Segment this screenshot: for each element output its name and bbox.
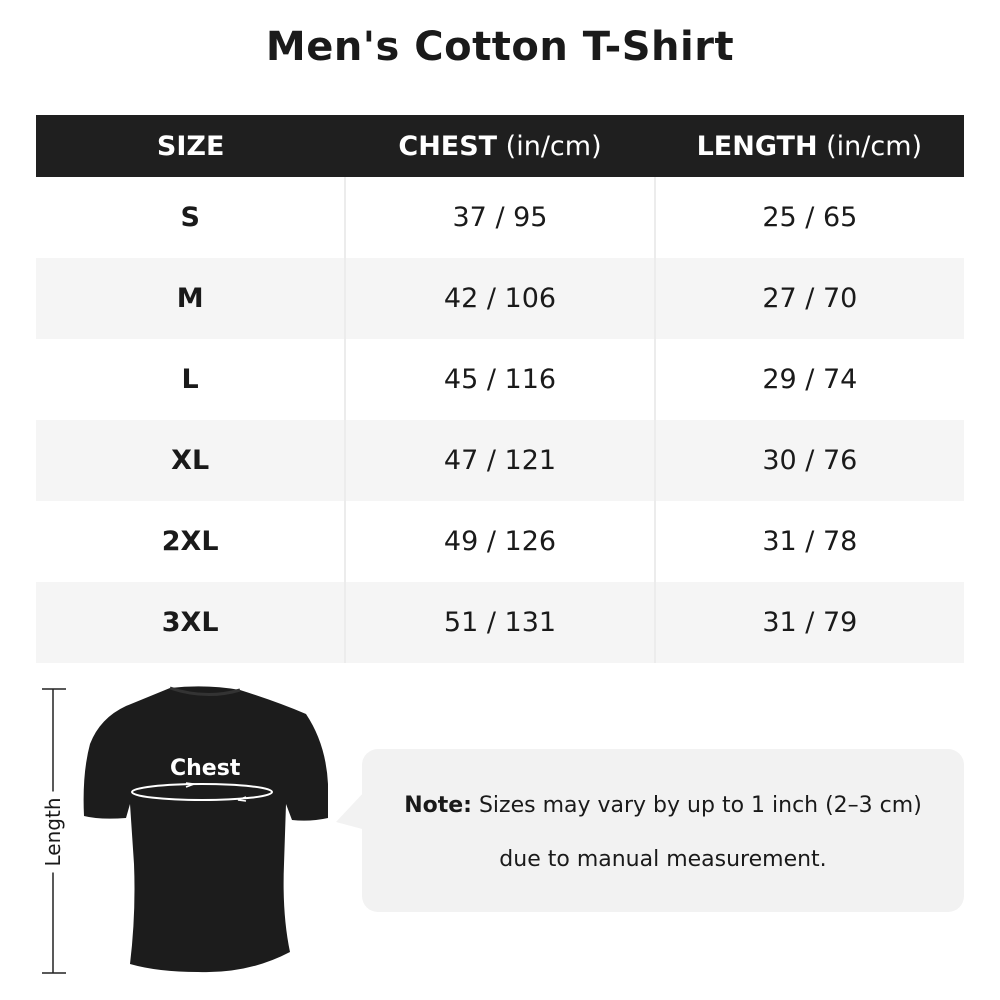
note-bubble: Note: Sizes may vary by up to 1 inch (2–… <box>362 749 964 912</box>
cell-chest: 49 / 126 <box>344 501 655 582</box>
cell-length: 29 / 74 <box>653 339 964 420</box>
header-size: SIZE <box>36 115 346 177</box>
header-length: LENGTH (in/cm) <box>654 115 964 177</box>
length-label: Length <box>41 791 65 873</box>
cell-size: XL <box>36 420 346 501</box>
cell-size: 3XL <box>36 582 346 663</box>
size-chart-table: SIZE CHEST (in/cm) LENGTH (in/cm) S 37 / … <box>36 115 964 663</box>
cell-size: 2XL <box>161 526 219 557</box>
header-chest: CHEST (in/cm) <box>345 115 655 177</box>
note-line-1: Note: Sizes may vary by up to 1 inch (2–… <box>404 793 922 818</box>
cell-size: M <box>36 258 346 339</box>
page-title: Men's Cotton T-Shirt <box>265 24 735 70</box>
cell-length: 25 / 65 <box>653 177 964 258</box>
table-row: XL 47 / 121 30 / 76 <box>36 420 964 501</box>
cell-chest: 37 / 95 <box>344 177 655 258</box>
cell-length: 31 / 79 <box>653 582 964 663</box>
cell-length: 31 / 78 <box>653 501 964 582</box>
cell-length: 30 / 76 <box>653 420 964 501</box>
cell-size: S <box>180 202 200 233</box>
cell-chest: 45 / 116 <box>344 339 655 420</box>
cell-chest: 42 / 106 <box>344 258 655 339</box>
table-row: L 45 / 116 29 / 74 <box>36 339 964 420</box>
bubble-tail <box>336 790 366 830</box>
cell-length: 27 / 70 <box>653 258 964 339</box>
tshirt-image <box>83 686 328 973</box>
table-header-row: SIZE CHEST (in/cm) LENGTH (in/cm) <box>36 115 964 177</box>
chest-label: Chest <box>170 756 241 781</box>
cell-chest: 47 / 121 <box>344 420 655 501</box>
table-row: S 37 / 95 25 / 65 <box>36 177 964 258</box>
table-row: 2XL 49 / 126 31 / 78 <box>36 501 964 582</box>
cell-chest: 51 / 131 <box>344 582 655 663</box>
cell-size: L <box>181 364 199 395</box>
note-line-2: due to manual measurement. <box>499 847 827 872</box>
table-row: 3XL 51 / 131 31 / 79 <box>36 582 964 663</box>
table-row: M 42 / 106 27 / 70 <box>36 258 964 339</box>
